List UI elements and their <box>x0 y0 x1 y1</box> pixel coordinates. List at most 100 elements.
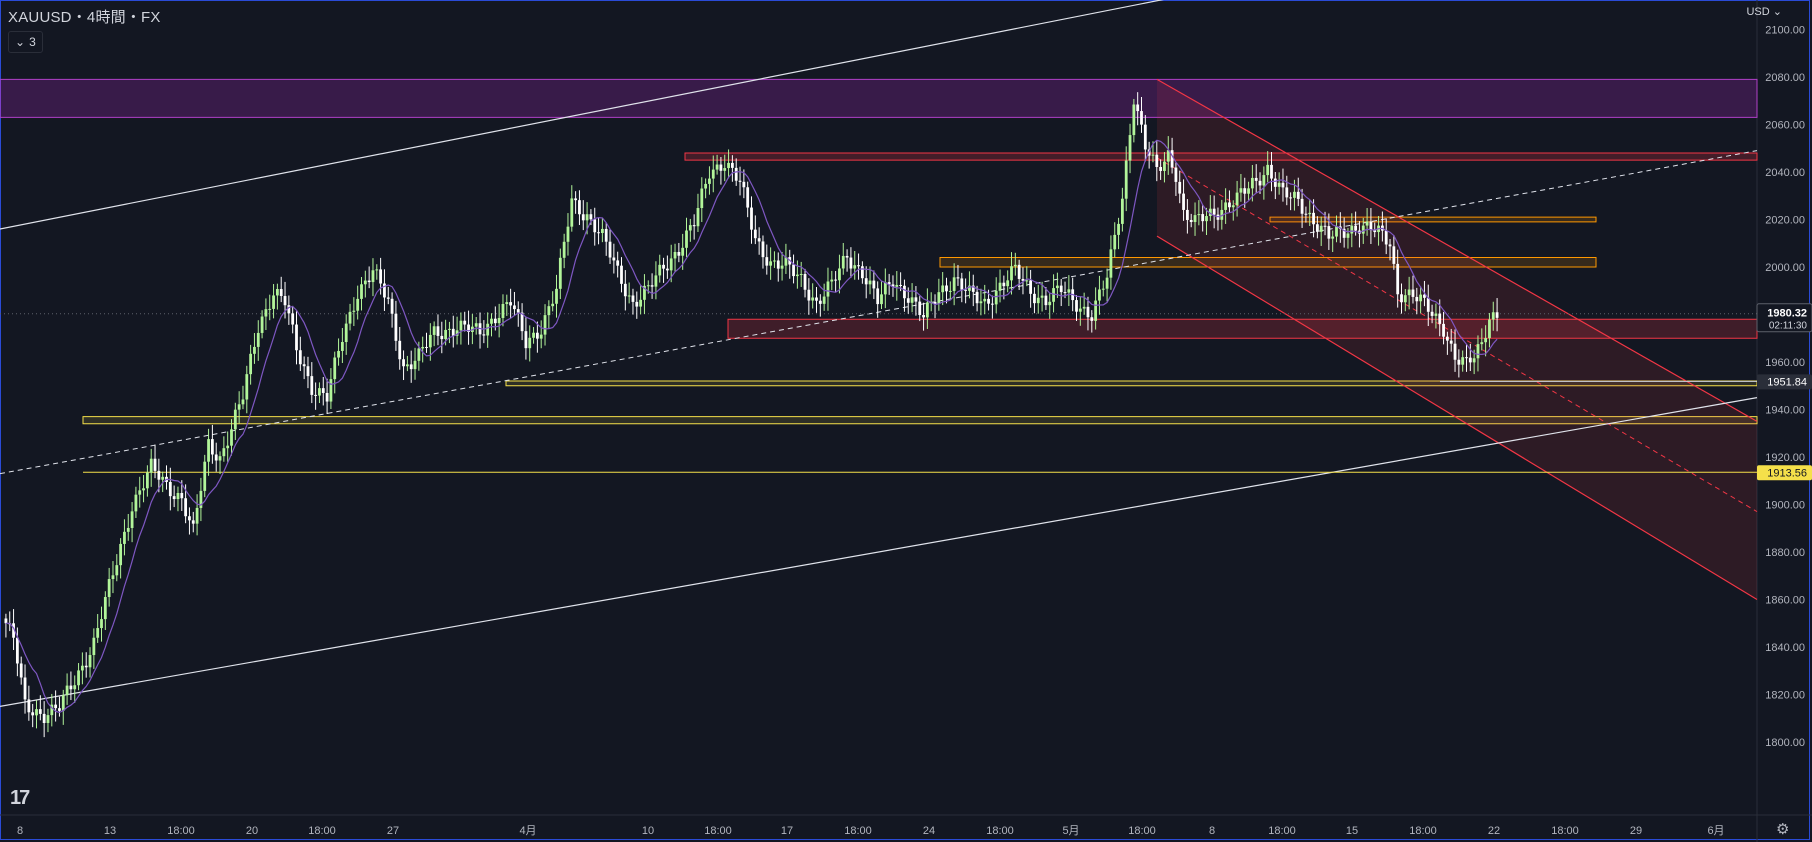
candle-body <box>700 188 704 209</box>
candle-body <box>612 257 616 261</box>
candle-body <box>180 492 184 499</box>
zone-purple[interactable] <box>0 78 1758 118</box>
candle-body <box>1040 295 1044 298</box>
candle-body <box>463 320 467 325</box>
channel-upper-line[interactable] <box>1156 78 1758 422</box>
candle-body <box>1036 297 1040 304</box>
candle-body <box>153 458 157 471</box>
zone-yellow[interactable] <box>82 416 1758 425</box>
candle-body <box>1277 182 1281 187</box>
candle-body <box>1010 266 1013 281</box>
candle-body <box>1254 177 1258 181</box>
candle-body <box>1243 188 1247 194</box>
zone-red[interactable] <box>684 152 1758 161</box>
candle-body <box>1090 317 1094 321</box>
candle-body <box>1208 208 1212 217</box>
time-axis[interactable]: 8 13 18:00 20 18:00 27 4月 10 18:00 17 18:00 24 18:00… <box>17 825 1725 837</box>
candle-body <box>302 364 306 367</box>
candle-body <box>1094 300 1098 321</box>
candle-body <box>390 298 394 314</box>
x-tick-label: 24 <box>923 825 935 837</box>
candle-body <box>1166 150 1170 162</box>
candle-body <box>925 302 929 318</box>
candle-body <box>765 257 769 266</box>
channel-mid-line[interactable] <box>1156 157 1758 513</box>
candle-body <box>77 670 80 686</box>
candle-body <box>1120 198 1124 224</box>
candle-body <box>386 297 390 299</box>
upper-trend-line[interactable] <box>0 0 1252 230</box>
candle-body <box>455 330 459 336</box>
candle-body <box>188 516 191 521</box>
candle-body <box>432 326 436 335</box>
candle-body <box>998 282 1002 291</box>
tradingview-logo-icon[interactable]: 17 <box>10 787 30 809</box>
x-tick-label: 6月 <box>1707 825 1724 837</box>
channel-lower-line[interactable] <box>1156 235 1758 601</box>
candle-body <box>1075 300 1078 312</box>
candle-body <box>203 461 207 491</box>
candle-body <box>960 278 964 290</box>
candle-body <box>1033 293 1036 304</box>
candle-body <box>260 316 264 333</box>
zone-orange[interactable] <box>1269 216 1597 223</box>
candle-body <box>1117 223 1120 235</box>
candle-body <box>1002 282 1006 287</box>
candle-body <box>818 300 822 304</box>
annotation-zones[interactable] <box>0 78 1758 425</box>
candle-body <box>509 302 513 306</box>
candle-body <box>1346 233 1350 238</box>
candle-body <box>490 318 493 324</box>
candle-body <box>172 496 176 500</box>
candle-body <box>363 280 367 285</box>
candle-body <box>677 251 681 256</box>
candle-body <box>501 304 505 318</box>
x-tick-label: 5月 <box>1062 825 1079 837</box>
candle-body <box>945 285 948 292</box>
moving-average-line <box>5 139 1498 714</box>
candle-body <box>428 334 432 348</box>
candle-body <box>46 715 50 723</box>
dashed-trend-line[interactable] <box>0 150 1758 475</box>
symbol-title[interactable]: XAUUSD・4時間・FX <box>8 9 161 26</box>
candle-body <box>318 388 321 396</box>
candle-body <box>1182 193 1185 210</box>
candle-body <box>665 268 669 271</box>
line-price-label: 1951.84 <box>1767 376 1807 388</box>
candle-body <box>880 294 883 305</box>
candle-body <box>1488 319 1491 339</box>
candle-body <box>1438 313 1442 324</box>
channel-fill <box>1157 79 1757 600</box>
currency-selector[interactable]: USD ⌄ <box>1746 6 1782 18</box>
candle-body <box>811 297 815 301</box>
candle-body <box>4 618 8 624</box>
candle-body <box>558 257 562 289</box>
candle-body <box>922 315 925 318</box>
candle-body <box>604 228 608 242</box>
candle-body <box>528 337 532 349</box>
candle-body <box>708 178 711 184</box>
candle-body <box>1159 166 1163 171</box>
candle-body <box>12 623 15 638</box>
candle-body <box>704 183 708 189</box>
x-tick-label: 22 <box>1488 825 1500 837</box>
candle-body <box>1067 289 1071 293</box>
candle-body <box>1327 226 1331 239</box>
indicators-toggle[interactable]: ⌄ 3 <box>8 31 43 53</box>
candle-body <box>1304 213 1308 215</box>
candle-body <box>948 290 952 292</box>
candle-body <box>27 699 31 713</box>
trend-lines[interactable] <box>0 0 1758 707</box>
y-tick-label: 2000.00 <box>1765 262 1805 274</box>
candle-body <box>1113 234 1117 250</box>
zone-orange[interactable] <box>939 257 1597 268</box>
lower-trend-line[interactable] <box>0 397 1758 707</box>
gear-icon[interactable]: ⚙ <box>1776 821 1790 838</box>
candle-body <box>226 445 230 449</box>
candle-body <box>1266 164 1270 176</box>
candle-body <box>608 241 612 258</box>
candle-body <box>405 364 409 367</box>
candle-body <box>1403 295 1407 303</box>
